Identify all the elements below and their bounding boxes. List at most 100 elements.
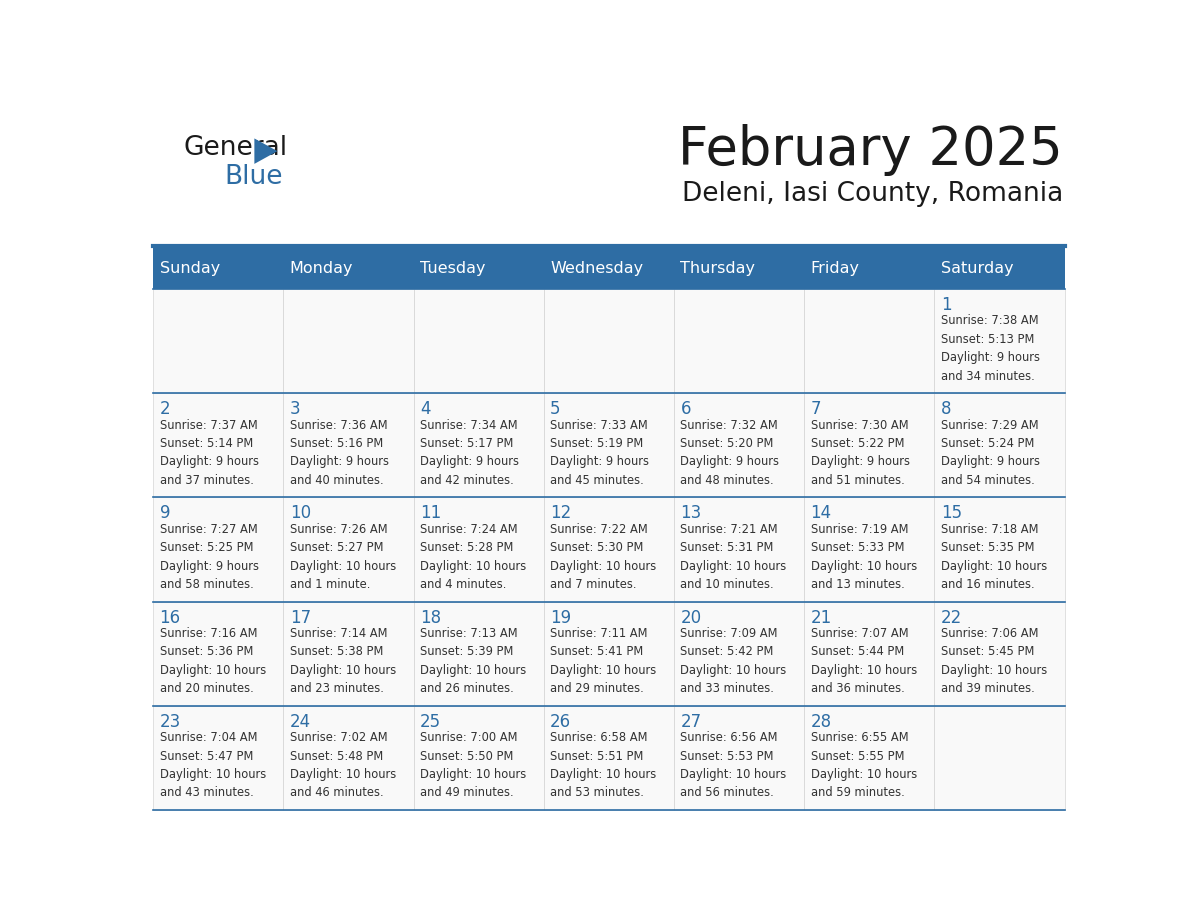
Text: Sunrise: 7:21 AM: Sunrise: 7:21 AM bbox=[681, 523, 778, 536]
Text: Sunrise: 7:19 AM: Sunrise: 7:19 AM bbox=[810, 523, 908, 536]
Bar bbox=[413, 601, 544, 706]
Text: Sunrise: 7:11 AM: Sunrise: 7:11 AM bbox=[550, 627, 647, 640]
Bar bbox=[283, 601, 413, 706]
Text: Sunset: 5:17 PM: Sunset: 5:17 PM bbox=[421, 437, 513, 450]
Text: and 49 minutes.: and 49 minutes. bbox=[421, 787, 513, 800]
Text: and 29 minutes.: and 29 minutes. bbox=[550, 682, 644, 695]
Text: Sunrise: 6:56 AM: Sunrise: 6:56 AM bbox=[681, 732, 778, 744]
Text: Sunset: 5:45 PM: Sunset: 5:45 PM bbox=[941, 645, 1035, 658]
Text: and 10 minutes.: and 10 minutes. bbox=[681, 578, 775, 591]
Text: and 34 minutes.: and 34 minutes. bbox=[941, 370, 1035, 383]
Text: Sunset: 5:44 PM: Sunset: 5:44 PM bbox=[810, 645, 904, 658]
Text: Daylight: 10 hours: Daylight: 10 hours bbox=[810, 768, 917, 781]
Text: Sunset: 5:51 PM: Sunset: 5:51 PM bbox=[550, 750, 644, 763]
Text: 10: 10 bbox=[290, 505, 311, 522]
Text: 2: 2 bbox=[159, 400, 170, 419]
Text: Monday: Monday bbox=[290, 261, 353, 276]
Text: Sunset: 5:24 PM: Sunset: 5:24 PM bbox=[941, 437, 1035, 450]
Text: Sunrise: 7:26 AM: Sunrise: 7:26 AM bbox=[290, 523, 387, 536]
Text: and 51 minutes.: and 51 minutes. bbox=[810, 474, 904, 487]
Text: Sunset: 5:35 PM: Sunset: 5:35 PM bbox=[941, 542, 1035, 554]
Bar bbox=[804, 248, 935, 289]
Bar bbox=[935, 289, 1064, 393]
Text: Sunset: 5:28 PM: Sunset: 5:28 PM bbox=[421, 542, 513, 554]
Text: and 20 minutes.: and 20 minutes. bbox=[159, 682, 253, 695]
Text: Daylight: 9 hours: Daylight: 9 hours bbox=[159, 560, 259, 573]
Text: Daylight: 10 hours: Daylight: 10 hours bbox=[941, 664, 1047, 677]
Text: Sunrise: 7:30 AM: Sunrise: 7:30 AM bbox=[810, 419, 909, 431]
Text: Sunday: Sunday bbox=[159, 261, 220, 276]
Bar bbox=[283, 248, 413, 289]
Text: 19: 19 bbox=[550, 609, 571, 627]
Text: Sunrise: 7:24 AM: Sunrise: 7:24 AM bbox=[421, 523, 518, 536]
Text: Sunrise: 7:02 AM: Sunrise: 7:02 AM bbox=[290, 732, 387, 744]
Text: Sunrise: 7:16 AM: Sunrise: 7:16 AM bbox=[159, 627, 257, 640]
Text: Sunset: 5:20 PM: Sunset: 5:20 PM bbox=[681, 437, 773, 450]
Text: Sunset: 5:31 PM: Sunset: 5:31 PM bbox=[681, 542, 773, 554]
Bar bbox=[283, 498, 413, 601]
Bar bbox=[935, 498, 1064, 601]
Text: and 4 minutes.: and 4 minutes. bbox=[421, 578, 506, 591]
Bar bbox=[153, 248, 283, 289]
Bar bbox=[804, 601, 935, 706]
Text: Daylight: 9 hours: Daylight: 9 hours bbox=[941, 455, 1040, 468]
Text: February 2025: February 2025 bbox=[678, 124, 1063, 176]
Bar bbox=[935, 248, 1064, 289]
Text: Sunset: 5:30 PM: Sunset: 5:30 PM bbox=[550, 542, 644, 554]
Text: and 37 minutes.: and 37 minutes. bbox=[159, 474, 253, 487]
Text: Sunrise: 7:18 AM: Sunrise: 7:18 AM bbox=[941, 523, 1038, 536]
Text: 22: 22 bbox=[941, 609, 962, 627]
Bar bbox=[413, 289, 544, 393]
Text: Sunrise: 7:37 AM: Sunrise: 7:37 AM bbox=[159, 419, 258, 431]
Text: 23: 23 bbox=[159, 713, 181, 731]
Text: 28: 28 bbox=[810, 713, 832, 731]
Text: and 53 minutes.: and 53 minutes. bbox=[550, 787, 644, 800]
Text: Daylight: 9 hours: Daylight: 9 hours bbox=[810, 455, 910, 468]
Text: Sunset: 5:33 PM: Sunset: 5:33 PM bbox=[810, 542, 904, 554]
Text: Daylight: 10 hours: Daylight: 10 hours bbox=[681, 768, 786, 781]
Text: Sunset: 5:53 PM: Sunset: 5:53 PM bbox=[681, 750, 773, 763]
Text: Sunset: 5:14 PM: Sunset: 5:14 PM bbox=[159, 437, 253, 450]
Text: 1: 1 bbox=[941, 297, 952, 314]
Text: Sunset: 5:47 PM: Sunset: 5:47 PM bbox=[159, 750, 253, 763]
Text: Sunrise: 7:06 AM: Sunrise: 7:06 AM bbox=[941, 627, 1038, 640]
Text: Sunrise: 6:58 AM: Sunrise: 6:58 AM bbox=[550, 732, 647, 744]
Text: Daylight: 10 hours: Daylight: 10 hours bbox=[681, 664, 786, 677]
Text: Sunrise: 7:29 AM: Sunrise: 7:29 AM bbox=[941, 419, 1038, 431]
Text: Thursday: Thursday bbox=[681, 261, 756, 276]
Text: and 46 minutes.: and 46 minutes. bbox=[290, 787, 384, 800]
Bar bbox=[153, 289, 283, 393]
Bar bbox=[413, 706, 544, 810]
Text: Sunrise: 7:38 AM: Sunrise: 7:38 AM bbox=[941, 315, 1038, 328]
Bar bbox=[804, 393, 935, 498]
Text: Sunrise: 7:13 AM: Sunrise: 7:13 AM bbox=[421, 627, 518, 640]
Text: Daylight: 10 hours: Daylight: 10 hours bbox=[159, 768, 266, 781]
Text: Sunset: 5:41 PM: Sunset: 5:41 PM bbox=[550, 645, 644, 658]
Text: 6: 6 bbox=[681, 400, 691, 419]
Text: Sunset: 5:13 PM: Sunset: 5:13 PM bbox=[941, 333, 1035, 346]
Bar bbox=[413, 498, 544, 601]
Text: 7: 7 bbox=[810, 400, 821, 419]
Text: Saturday: Saturday bbox=[941, 261, 1013, 276]
Text: Sunrise: 7:33 AM: Sunrise: 7:33 AM bbox=[550, 419, 647, 431]
Text: 27: 27 bbox=[681, 713, 702, 731]
Text: and 40 minutes.: and 40 minutes. bbox=[290, 474, 384, 487]
Bar bbox=[804, 498, 935, 601]
Text: Sunset: 5:19 PM: Sunset: 5:19 PM bbox=[550, 437, 644, 450]
Polygon shape bbox=[254, 139, 278, 164]
Bar bbox=[413, 393, 544, 498]
Text: 12: 12 bbox=[550, 505, 571, 522]
Text: Sunset: 5:36 PM: Sunset: 5:36 PM bbox=[159, 645, 253, 658]
Text: and 26 minutes.: and 26 minutes. bbox=[421, 682, 513, 695]
Text: Daylight: 10 hours: Daylight: 10 hours bbox=[550, 664, 657, 677]
Bar bbox=[935, 393, 1064, 498]
Text: General: General bbox=[183, 135, 287, 161]
Text: 21: 21 bbox=[810, 609, 832, 627]
Bar bbox=[674, 706, 804, 810]
Bar bbox=[413, 248, 544, 289]
Bar bbox=[153, 706, 283, 810]
Text: and 39 minutes.: and 39 minutes. bbox=[941, 682, 1035, 695]
Bar bbox=[544, 248, 674, 289]
Text: Sunset: 5:55 PM: Sunset: 5:55 PM bbox=[810, 750, 904, 763]
Text: and 16 minutes.: and 16 minutes. bbox=[941, 578, 1035, 591]
